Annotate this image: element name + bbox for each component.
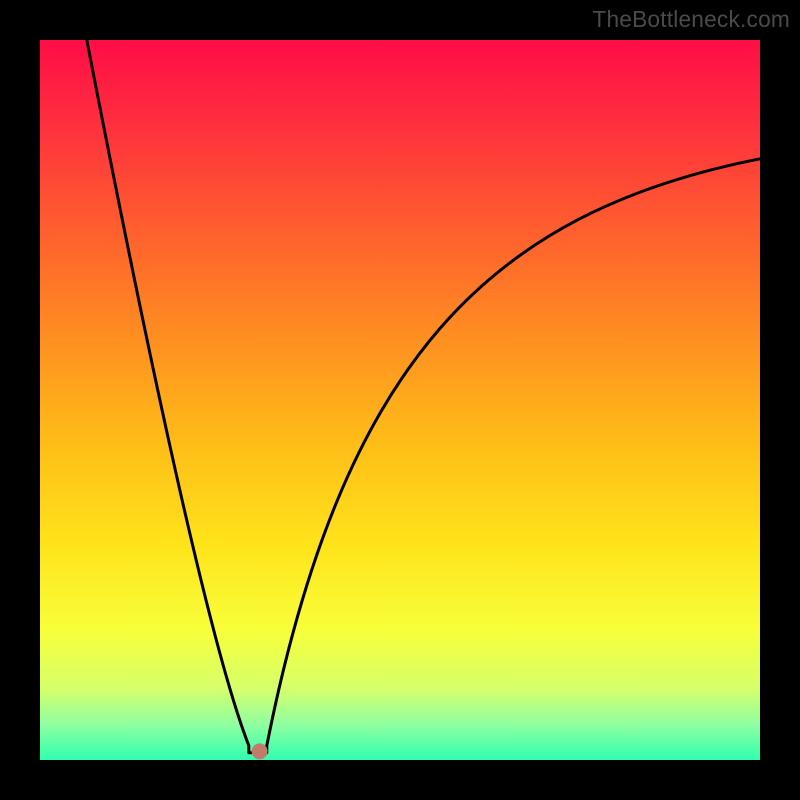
watermark-text: TheBottleneck.com bbox=[592, 6, 790, 33]
plot-svg bbox=[0, 0, 800, 800]
optimal-point-marker bbox=[252, 743, 268, 759]
figure-frame: TheBottleneck.com bbox=[0, 0, 800, 800]
plot-background bbox=[40, 40, 760, 760]
